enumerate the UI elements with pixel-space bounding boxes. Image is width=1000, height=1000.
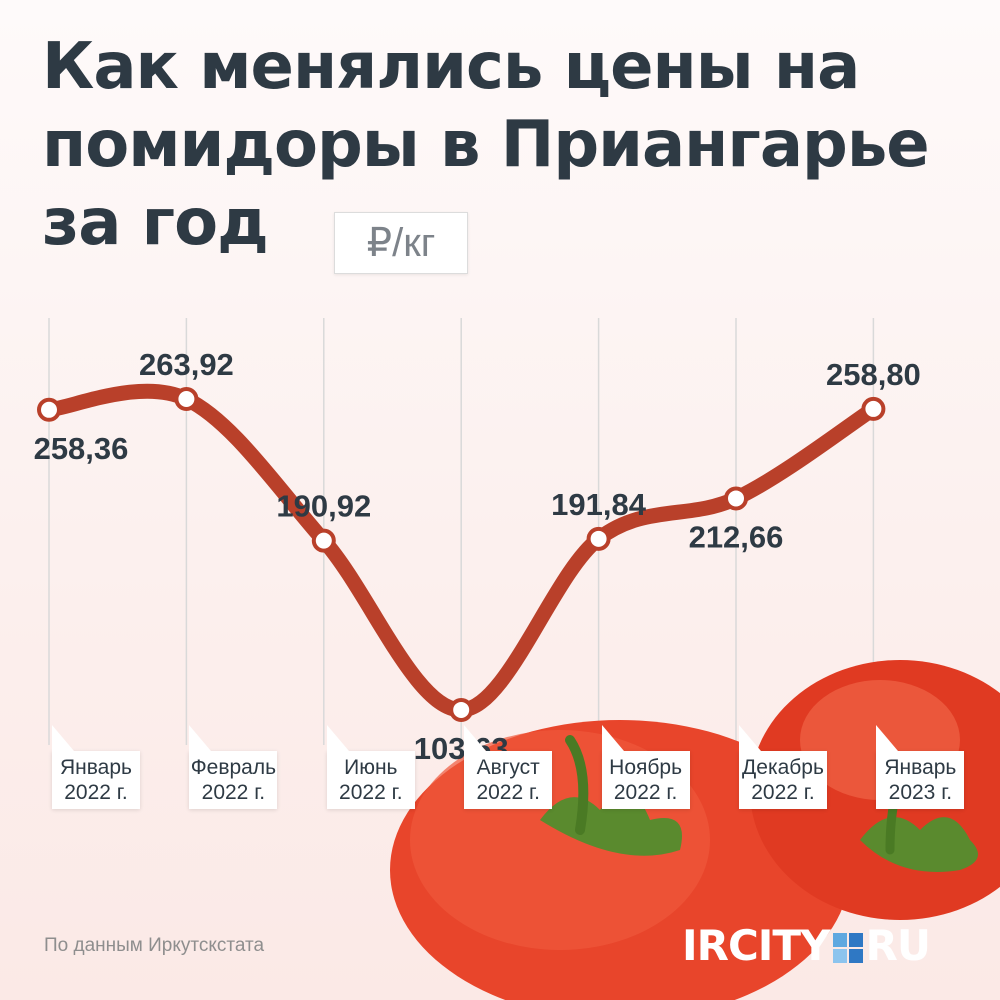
x-tick-label-0-line-0: Январь [60, 756, 132, 779]
x-tick-label-6-line-0: Январь [884, 756, 957, 779]
data-point-4 [586, 526, 611, 551]
logo-square-icon [833, 933, 864, 963]
x-tick-label-6-line-1: 2023 г. [888, 781, 953, 804]
logo-text-right: RU [865, 921, 930, 970]
x-tick-label-4: Ноябрь 2022 г. [601, 725, 690, 809]
x-tick-label-6: Январь 2023 г. [876, 725, 965, 809]
x-tick-label-5-line-1: 2022 г. [751, 781, 815, 804]
data-point-6 [861, 396, 886, 421]
x-tick-label-3-line-1: 2022 г. [476, 781, 540, 804]
tomatoes-image [390, 660, 1000, 1000]
data-point-3 [449, 697, 474, 722]
x-tick-label-0-line-1: 2022 г. [64, 781, 128, 804]
data-label-0: 258,36 [34, 431, 129, 466]
unit-badge: ₽/кг [334, 212, 468, 274]
ircity-logo: IRCITY RU [682, 920, 972, 972]
x-tick-label-2-line-0: Июнь [344, 756, 398, 779]
logo-text-left: IRCITY [682, 921, 830, 970]
x-tick-label-1-line-1: 2022 г. [201, 781, 266, 804]
data-point-5 [724, 486, 748, 511]
data-label-2: 190,92 [276, 489, 371, 524]
x-tick-label-1-line-0: Февраль [190, 756, 277, 779]
data-point-1 [174, 386, 199, 411]
data-label-1: 263,92 [139, 347, 234, 382]
data-point-2 [311, 528, 336, 553]
x-tick-label-1: Февраль 2022 г. [189, 725, 278, 809]
chart-title: Как менялись цены на помидоры в Приангар… [42, 30, 930, 260]
x-tick-label-5: Декабрь 2022 г. [739, 725, 827, 809]
x-tick-label-4-line-1: 2022 г. [613, 781, 678, 804]
x-tick-label-3-line-0: Август [476, 756, 540, 779]
data-markers [37, 386, 886, 722]
source-note: По данным Иркутскстата [44, 935, 265, 956]
x-tick-label-3: Август 2022 г. [464, 725, 553, 809]
data-labels: 258,36263,92190,92103,63191,84212,66258,… [34, 347, 921, 766]
data-label-5: 212,66 [689, 519, 784, 554]
x-tick-label-2-line-1: 2022 г. [339, 781, 403, 804]
x-tick-label-2: Июнь 2022 г. [326, 725, 415, 809]
data-point-0 [37, 397, 61, 422]
data-label-6: 258,80 [826, 357, 921, 392]
x-tick-label-4-line-0: Ноябрь [609, 756, 683, 779]
x-tick-label-5-line-0: Декабрь [742, 756, 824, 779]
x-tick-label-0: Январь 2022 г. [52, 725, 140, 809]
data-label-4: 191,84 [551, 487, 647, 522]
